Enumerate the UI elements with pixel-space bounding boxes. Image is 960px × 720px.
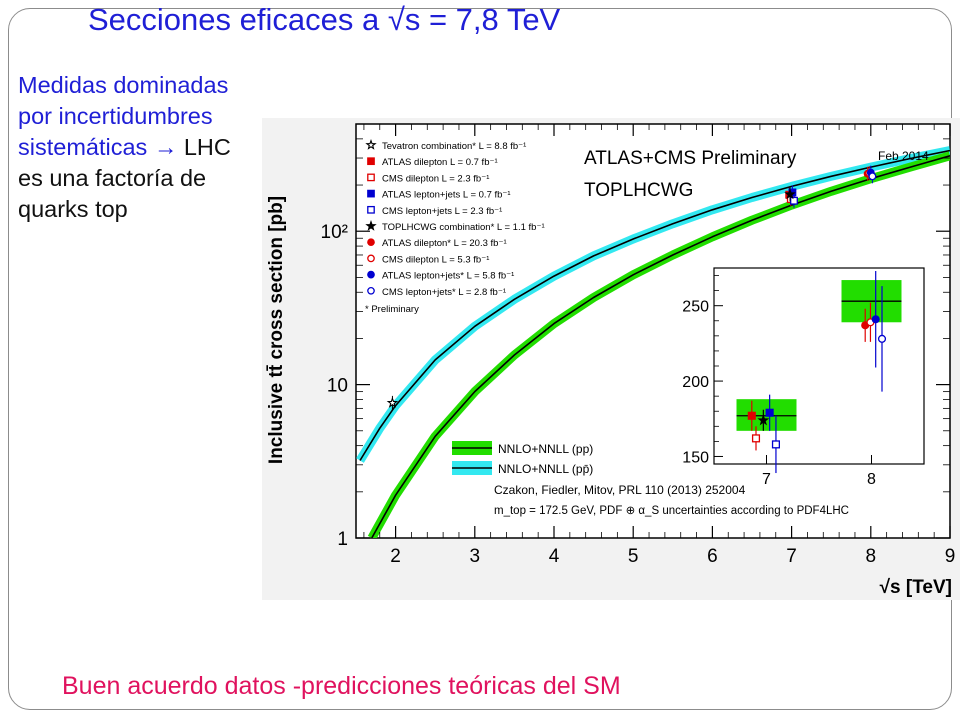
legend-label: CMS lepton+jets* L = 2.8 fb⁻¹ [382, 287, 506, 298]
side-note-blue: Medidas dominadas por incertidumbres sis… [18, 72, 229, 160]
legend-label: ATLAS dilepton* L = 20.3 fb⁻¹ [382, 238, 507, 249]
inset-data-point [751, 434, 761, 443]
inset-data-point [757, 413, 770, 426]
inset-y-tick-label: 150 [682, 449, 709, 466]
inset-y-tick-label: 200 [682, 374, 709, 391]
legend-label: TOPLHCWG combination* L = 1.1 fb⁻¹ [382, 222, 545, 233]
x-tick-label: 6 [707, 546, 718, 567]
x-tick-label: 4 [549, 546, 560, 567]
side-note: Medidas dominadas por incertidumbres sis… [18, 70, 233, 225]
annotation-toplhcwg: TOPLHCWG [584, 180, 693, 201]
inset-x-tick-label: 7 [762, 471, 771, 488]
band-legend-label: NNLO+NNLL (pp̄) [498, 462, 593, 476]
data-point [386, 396, 399, 408]
bottom-conclusion: Buen acuerdo datos -predicciones teórica… [62, 672, 621, 700]
legend-marker [367, 238, 375, 247]
legend-label: Tevatron combination* L = 8.8 fb⁻¹ [382, 141, 526, 152]
legend-marker [367, 189, 375, 198]
legend-marker [367, 254, 375, 263]
legend-marker [367, 157, 375, 166]
legend-marker [367, 270, 375, 279]
legend-marker [367, 286, 375, 295]
y-tick-label: 10 [327, 376, 348, 397]
inset-y-tick-label: 250 [682, 299, 709, 316]
x-tick-label: 3 [470, 546, 481, 567]
x-tick-label: 5 [628, 546, 639, 567]
inset-data-point [747, 411, 756, 420]
legend-label: CMS dilepton L = 5.3 fb⁻¹ [382, 254, 489, 265]
annotation-mtop: m_top = 172.5 GeV, PDF ⊕ α_S uncertainti… [494, 505, 849, 517]
y-axis-label: Inclusive tt̄ cross section [pb] [266, 196, 287, 464]
inset-data-point [877, 334, 887, 343]
data-point [790, 196, 798, 205]
inset-data-point [871, 315, 880, 324]
legend-marker [365, 220, 377, 231]
annotation-reference: Czakon, Fiedler, Mitov, PRL 110 (2013) 2… [494, 483, 746, 497]
band-legend-label: NNLO+NNLL (pp) [498, 442, 593, 456]
legend-label: ATLAS dilepton L = 0.7 fb⁻¹ [382, 157, 498, 168]
data-point [868, 172, 877, 181]
side-note-black: LHC es una factoría de quarks top [18, 134, 231, 222]
x-axis-label: √s [TeV] [880, 577, 952, 598]
x-tick-label: 8 [866, 546, 877, 567]
slide-title: Secciones eficaces a √s = 7,8 TeV [88, 2, 561, 37]
annotation-preliminary: ATLAS+CMS Preliminary [584, 148, 797, 169]
legend-note: * Preliminary [365, 304, 419, 315]
inset-x-tick-label: 8 [867, 471, 876, 488]
legend-label: CMS lepton+jets L = 2.3 fb⁻¹ [382, 206, 502, 217]
inset-data-point [771, 440, 780, 449]
theory-line [371, 155, 950, 538]
x-tick-label: 2 [390, 546, 401, 567]
x-tick-label: 7 [786, 546, 797, 567]
legend-label: ATLAS lepton+jets* L = 5.8 fb⁻¹ [382, 271, 514, 282]
y-tick-label: 1 [337, 529, 348, 550]
legend-label: CMS dilepton L = 2.3 fb⁻¹ [382, 173, 489, 184]
annotation-date: Feb 2014 [878, 149, 929, 163]
legend-marker [367, 173, 375, 182]
y-tick-label: 10² [321, 222, 348, 243]
data-point [784, 188, 796, 200]
legend-marker [365, 139, 377, 150]
inset-data-point [765, 408, 774, 417]
legend-label: ATLAS lepton+jets L = 0.7 fb⁻¹ [382, 190, 511, 201]
x-tick-label: 9 [945, 546, 956, 567]
cross-section-chart: 2 3 4 5 6 7 8 9 1 10 10² Inclusive tt̄ cross secti… [262, 118, 960, 600]
legend-marker [367, 205, 375, 214]
theory-line [359, 149, 950, 461]
